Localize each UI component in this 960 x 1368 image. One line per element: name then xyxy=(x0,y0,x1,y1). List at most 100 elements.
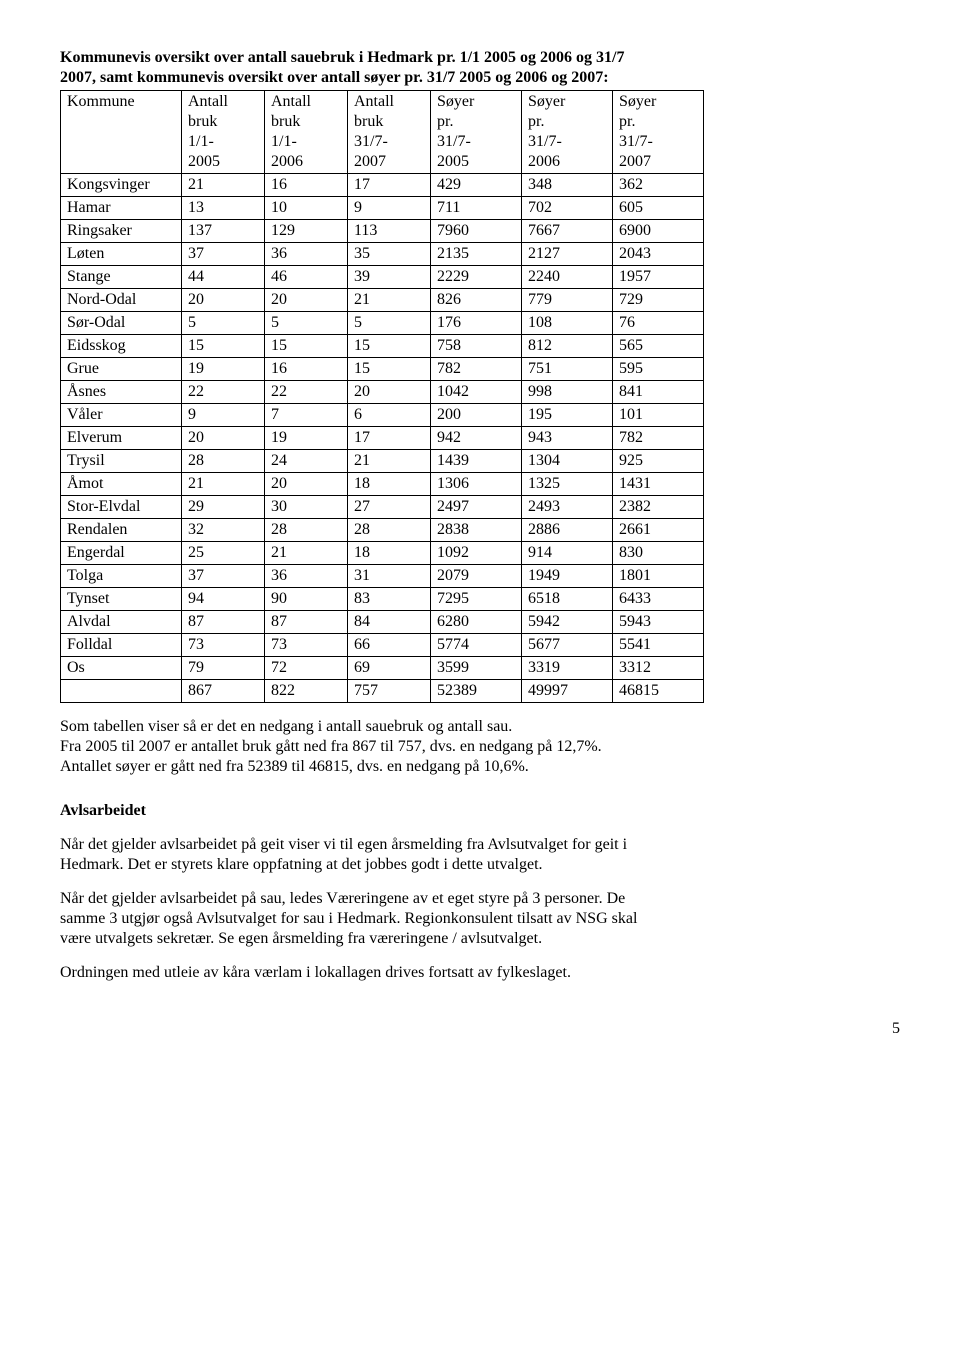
cell-value: 20 xyxy=(182,289,265,312)
cell-value: 176 xyxy=(431,312,522,335)
cell-value: 18 xyxy=(348,473,431,496)
cell-value: 2240 xyxy=(522,266,613,289)
section-heading-avlsarbeidet: Avlsarbeidet xyxy=(60,801,900,821)
cell-value: 46 xyxy=(265,266,348,289)
cell-kommune: Stange xyxy=(61,266,182,289)
avls-para-1: Når det gjelder avlsarbeidet på geit vis… xyxy=(60,835,900,875)
table-row: Våler976200195101 xyxy=(61,404,704,427)
cell-value: 2135 xyxy=(431,243,522,266)
cell-value: 29 xyxy=(182,496,265,519)
th-bruk-2005: Antall bruk 1/1- 2005 xyxy=(182,91,265,174)
cell-value: 19 xyxy=(265,427,348,450)
cell-value: 87 xyxy=(182,611,265,634)
cell-value: 20 xyxy=(182,427,265,450)
cell-value: 867 xyxy=(182,680,265,703)
table-row: Stange444639222922401957 xyxy=(61,266,704,289)
cell-value: 83 xyxy=(348,588,431,611)
cell-value: 28 xyxy=(182,450,265,473)
cell-value: 702 xyxy=(522,197,613,220)
cell-value: 779 xyxy=(522,289,613,312)
th-kommune: Kommune xyxy=(61,91,182,174)
cell-value: 6518 xyxy=(522,588,613,611)
cell-value: 18 xyxy=(348,542,431,565)
cell-value: 113 xyxy=(348,220,431,243)
table-row: Elverum201917942943782 xyxy=(61,427,704,450)
cell-value: 1306 xyxy=(431,473,522,496)
cell-value: 36 xyxy=(265,243,348,266)
cell-value: 10 xyxy=(265,197,348,220)
table-row: Os797269359933193312 xyxy=(61,657,704,680)
table-row: Kongsvinger211617429348362 xyxy=(61,174,704,197)
cell-value: 108 xyxy=(522,312,613,335)
th-bruk-2006: Antall bruk 1/1- 2006 xyxy=(265,91,348,174)
cell-value: 7960 xyxy=(431,220,522,243)
cell-value: 1439 xyxy=(431,450,522,473)
cell-value: 21 xyxy=(348,450,431,473)
cell-value: 72 xyxy=(265,657,348,680)
cell-value: 73 xyxy=(182,634,265,657)
th-soyer-2007: Søyer pr. 31/7- 2007 xyxy=(613,91,704,174)
cell-value: 37 xyxy=(182,243,265,266)
cell-value: 15 xyxy=(265,335,348,358)
cell-value: 9 xyxy=(348,197,431,220)
cell-value: 94 xyxy=(182,588,265,611)
cell-value: 37 xyxy=(182,565,265,588)
cell-value: 1431 xyxy=(613,473,704,496)
cell-kommune: Elverum xyxy=(61,427,182,450)
cell-value: 137 xyxy=(182,220,265,243)
cell-kommune: Trysil xyxy=(61,450,182,473)
cell-kommune: Stor-Elvdal xyxy=(61,496,182,519)
cell-kommune: Hamar xyxy=(61,197,182,220)
cell-value: 13 xyxy=(182,197,265,220)
cell-value: 21 xyxy=(182,174,265,197)
cell-value: 782 xyxy=(613,427,704,450)
cell-value: 73 xyxy=(265,634,348,657)
cell-value: 758 xyxy=(431,335,522,358)
cell-kommune: Grue xyxy=(61,358,182,381)
cell-value: 5774 xyxy=(431,634,522,657)
table-row: 867822757523894999746815 xyxy=(61,680,704,703)
cell-value: 6433 xyxy=(613,588,704,611)
cell-value: 9 xyxy=(182,404,265,427)
cell-value: 129 xyxy=(265,220,348,243)
cell-value: 27 xyxy=(348,496,431,519)
cell-value: 751 xyxy=(522,358,613,381)
cell-value: 15 xyxy=(348,358,431,381)
summary-paragraph: Som tabellen viser så er det en nedgang … xyxy=(60,717,900,777)
cell-value: 20 xyxy=(348,381,431,404)
cell-value: 22 xyxy=(265,381,348,404)
cell-value: 2497 xyxy=(431,496,522,519)
cell-value: 1092 xyxy=(431,542,522,565)
cell-value: 2382 xyxy=(613,496,704,519)
cell-value: 7 xyxy=(265,404,348,427)
cell-value: 20 xyxy=(265,289,348,312)
cell-value: 362 xyxy=(613,174,704,197)
cell-kommune xyxy=(61,680,182,703)
cell-value: 101 xyxy=(613,404,704,427)
cell-kommune: Alvdal xyxy=(61,611,182,634)
cell-value: 21 xyxy=(265,542,348,565)
cell-value: 22 xyxy=(182,381,265,404)
page-title: Kommunevis oversikt over antall sauebruk… xyxy=(60,48,900,88)
cell-value: 595 xyxy=(613,358,704,381)
cell-kommune: Kongsvinger xyxy=(61,174,182,197)
cell-value: 943 xyxy=(522,427,613,450)
cell-value: 2127 xyxy=(522,243,613,266)
table-header-row: Kommune Antall bruk 1/1- 2005 Antall bru… xyxy=(61,91,704,174)
cell-value: 1325 xyxy=(522,473,613,496)
cell-value: 7295 xyxy=(431,588,522,611)
cell-value: 605 xyxy=(613,197,704,220)
table-row: Hamar13109711702605 xyxy=(61,197,704,220)
title-line-1: Kommunevis oversikt over antall sauebruk… xyxy=(60,49,624,66)
cell-kommune: Ringsaker xyxy=(61,220,182,243)
cell-kommune: Nord-Odal xyxy=(61,289,182,312)
th-soyer-2006: Søyer pr. 31/7- 2006 xyxy=(522,91,613,174)
cell-value: 7667 xyxy=(522,220,613,243)
cell-value: 5 xyxy=(265,312,348,335)
cell-value: 830 xyxy=(613,542,704,565)
cell-value: 200 xyxy=(431,404,522,427)
cell-value: 28 xyxy=(348,519,431,542)
cell-kommune: Våler xyxy=(61,404,182,427)
cell-value: 1957 xyxy=(613,266,704,289)
cell-value: 90 xyxy=(265,588,348,611)
